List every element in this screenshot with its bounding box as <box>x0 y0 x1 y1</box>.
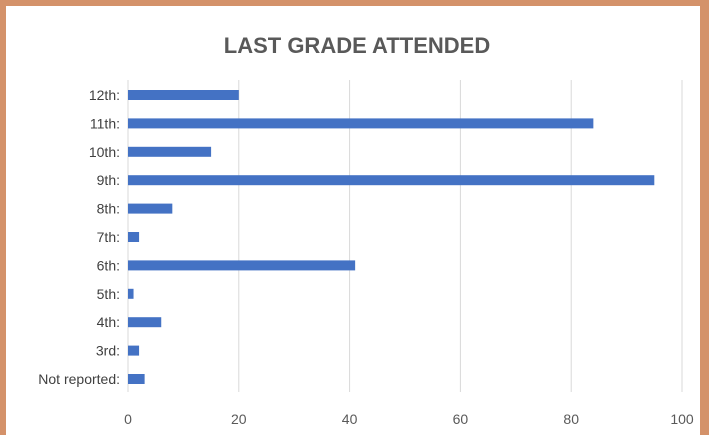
chart-frame: LAST GRADE ATTENDED 12th: 11th: 10th: 9th: 8… <box>6 6 700 435</box>
category-label-10: Not reported: <box>38 371 120 387</box>
bar-1 <box>128 118 594 129</box>
gridlines <box>127 80 683 392</box>
bar-6 <box>128 260 356 271</box>
bar-0 <box>128 90 239 100</box>
bar-3 <box>128 175 655 186</box>
x-tick-label-3: 60 <box>453 411 469 427</box>
x-tick-label-0: 0 <box>124 411 132 427</box>
x-tick-label-4: 80 <box>563 411 579 427</box>
chart-title: LAST GRADE ATTENDED <box>224 33 490 58</box>
bar-2 <box>128 146 212 157</box>
category-label-1: 11th: <box>90 115 120 131</box>
category-label-5: 7th: <box>97 229 120 245</box>
bar-10 <box>128 374 145 384</box>
category-label-0: 12th: <box>89 87 120 103</box>
category-label-8: 4th: <box>97 314 120 330</box>
bar-5 <box>128 232 140 242</box>
bar-8 <box>128 317 162 328</box>
category-label-6: 6th: <box>97 257 120 273</box>
bar-4 <box>128 203 173 214</box>
category-label-7: 5th: <box>97 286 120 302</box>
bar-chart: LAST GRADE ATTENDED 12th: 11th: 10th: 9th: 8… <box>38 33 694 427</box>
bar-9 <box>128 345 140 356</box>
x-axis-ticks: 0 20 40 60 80 100 <box>124 411 694 427</box>
bar-7 <box>128 288 134 299</box>
category-labels: 12th: 11th: 10th: 9th: 8th: 7th: 6th: 5th: 4th: 3… <box>38 87 120 387</box>
bars <box>128 90 655 384</box>
category-label-9: 3rd: <box>96 343 120 359</box>
x-tick-label-5: 100 <box>670 411 694 427</box>
x-tick-label-1: 20 <box>231 411 247 427</box>
category-label-3: 9th: <box>97 172 120 188</box>
category-label-4: 8th: <box>97 201 120 217</box>
x-tick-label-2: 40 <box>342 411 358 427</box>
category-label-2: 10th: <box>89 144 120 160</box>
